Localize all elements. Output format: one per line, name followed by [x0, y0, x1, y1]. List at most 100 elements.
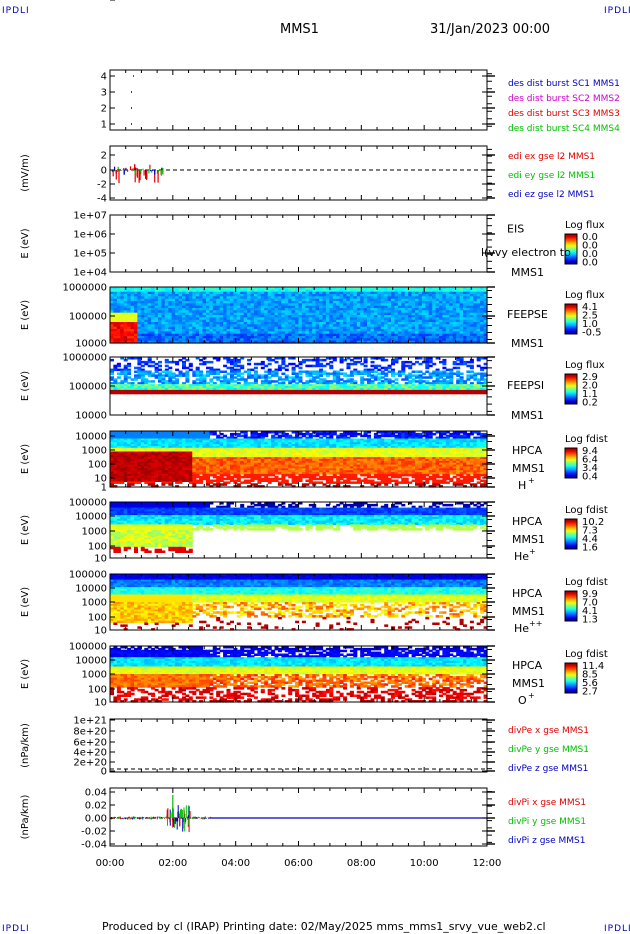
x-tick-label: 12:00 — [473, 858, 502, 869]
y-tick-label: 100 — [88, 613, 107, 624]
colorbar-title: Log fdist — [565, 577, 608, 588]
y-tick-label: 1e+06 — [73, 230, 107, 241]
legend-item: divPi z gse MMS1 — [508, 836, 585, 846]
corner-mark-bottom-right: IPDLI — [604, 924, 630, 934]
panel-hpca_h — [109, 430, 578, 488]
burst-mark — [131, 123, 132, 125]
spacecraft-label: MMS1 — [511, 337, 544, 350]
colorbar — [564, 447, 578, 479]
y-tick-label: 10000 — [75, 512, 107, 523]
y-tick-label: -0.02 — [81, 827, 107, 838]
x-tick-label: 00:00 — [96, 858, 125, 869]
colorbar-title: Log fdist — [565, 649, 608, 660]
species-label: He — [514, 622, 529, 635]
x-tick-label: 02:00 — [158, 858, 187, 869]
spacecraft-label: MMS1 — [511, 266, 544, 279]
legend-item: edi ex gse l2 MMS1 — [508, 152, 595, 162]
date-title: 31/Jan/2023 00:00 — [430, 22, 551, 37]
y-tick-label: 1 — [101, 0, 107, 3]
colorbar-tick-label: 5.6 — [582, 678, 598, 689]
spacecraft-label: MMS1 — [512, 533, 545, 546]
instrument-label: FEEPSI — [507, 379, 544, 392]
colorbar-tick-label: 1.6 — [582, 542, 598, 553]
y-tick-label: 2 — [101, 104, 107, 115]
spacecraft-label: MMS1 — [512, 462, 545, 475]
y-tick-label: 10 — [94, 474, 107, 485]
colorbar — [564, 303, 578, 335]
y-tick-label: 1e+21 — [73, 716, 107, 727]
colorbar-tick-label: 2.5 — [582, 310, 598, 321]
y-tick-label: 10 — [94, 698, 107, 709]
y-tick-label: -4 — [97, 194, 107, 205]
y-tick-label: 10000 — [75, 584, 107, 595]
colorbar-title: Log flux — [565, 360, 605, 371]
y-axis-label: (nPa/km) — [20, 795, 31, 840]
y-tick-label: 100000 — [69, 312, 107, 323]
legend-item: des dist burst SC4 MMS4 — [508, 124, 620, 134]
spacecraft-label: MMS1 — [512, 677, 545, 690]
panel-divpi — [109, 787, 495, 847]
colorbar-title: Log flux — [565, 220, 605, 231]
colorbar-tick-label: 1.1 — [582, 389, 598, 400]
y-tick-label: 10000 — [75, 411, 107, 422]
y-tick-label: 1 — [101, 0, 107, 3]
y-tick-label: 0.04 — [85, 788, 107, 799]
colorbar-tick-label: 7.3 — [582, 525, 598, 536]
y-tick-label: 10000 — [75, 339, 107, 350]
spacecraft-label: MMS1 — [511, 409, 544, 422]
colorbar-tick-label: 2.9 — [582, 372, 598, 383]
legend-item: des dist burst SC2 MMS2 — [508, 94, 620, 104]
colorbar-tick-label: 1.3 — [582, 614, 598, 625]
y-tick-label: 6e+20 — [73, 738, 107, 749]
instrument-label: HPCA — [512, 444, 543, 457]
panel-feepsi — [109, 356, 578, 416]
colorbar-tick-label: 9.9 — [582, 589, 598, 600]
y-tick-label: 1000000 — [62, 283, 107, 294]
y-axis-label: (mV/m) — [20, 154, 31, 192]
colorbar — [564, 518, 578, 550]
y-tick-label: 1e+07 — [73, 211, 107, 222]
legend-item: des dist burst SC1 MMS1 — [508, 79, 620, 89]
legend-item: des dist burst SC3 MMS3 — [508, 109, 620, 119]
y-tick-label: 8e+20 — [73, 727, 107, 738]
panel-frame — [109, 214, 488, 273]
colorbar-tick-label: 3.4 — [582, 463, 598, 474]
colorbar-tick-label: 2.0 — [582, 380, 598, 391]
colorbar-tick-label: -0.5 — [582, 327, 602, 338]
y-tick-label: 100000 — [69, 642, 107, 653]
y-tick-label: 0 — [101, 166, 107, 177]
colorbar-tick-label: 0.0 — [582, 240, 598, 251]
colorbar-tick-label: 7.0 — [582, 597, 598, 608]
footer-credits: Produced by cl (IRAP) Printing date: 02/… — [102, 920, 546, 933]
colorbar-tick-label: 11.4 — [582, 661, 604, 672]
y-tick-label: 10000 — [75, 656, 107, 667]
panel-frame — [109, 145, 488, 201]
y-tick-label: 100 — [88, 542, 107, 553]
y-tick-label: 10 — [94, 554, 107, 565]
y-tick-label: 10 — [94, 626, 107, 637]
corner-mark-bottom-left: IPDLI — [2, 924, 30, 934]
colorbar-title: Log fdist — [565, 434, 608, 445]
y-tick-label: 100 — [88, 460, 107, 471]
y-axis-label: (nPa/km) — [20, 723, 31, 768]
y-tick-label: 1000 — [82, 527, 107, 538]
y-tick-label: 1000 — [82, 670, 107, 681]
burst-mark — [131, 107, 132, 109]
y-tick-label: 3 — [101, 88, 107, 99]
species-charge: + — [528, 476, 535, 485]
species-label: H — [518, 479, 526, 492]
panel-divpe — [109, 718, 495, 773]
y-tick-label: 100000 — [69, 382, 107, 393]
y-tick-label: 100000 — [69, 498, 107, 509]
species-charge: + — [528, 691, 535, 700]
colorbar-tick-label: 6.4 — [582, 454, 598, 465]
panel-feepse — [109, 286, 578, 344]
legend-item: divPi x gse MMS1 — [508, 798, 586, 808]
y-tick-label: 1e+05 — [73, 249, 107, 260]
colorbar-tick-label: 0.0 — [582, 232, 598, 243]
y-axis-label: E (eV) — [20, 587, 31, 617]
colorbar — [564, 233, 578, 265]
y-tick-label: 1000 — [82, 446, 107, 457]
y-axis-label: E (eV) — [20, 371, 31, 401]
species-label: O — [518, 694, 527, 707]
